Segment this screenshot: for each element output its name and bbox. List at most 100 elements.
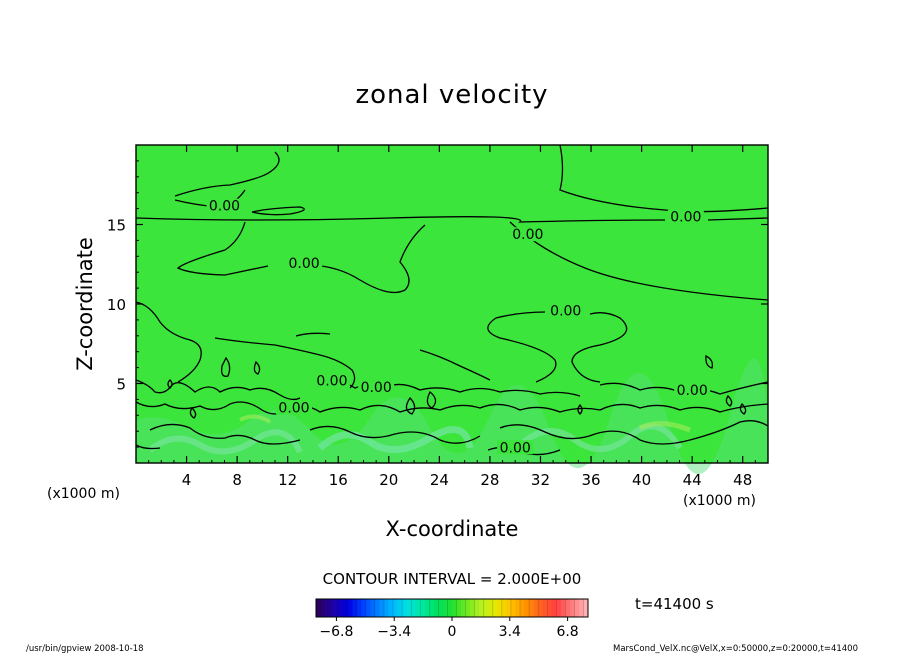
colorbar-cell: [442, 599, 448, 617]
x-tick-label: 36: [581, 471, 600, 489]
y-axis-ticks: 5 10 15: [107, 160, 768, 448]
contour-label: 0.00: [500, 440, 531, 456]
contour-label-bg: [509, 227, 546, 242]
colorbar: [316, 599, 589, 617]
contour-label-bg: [276, 400, 312, 415]
colorbar-tick-label: −6.8: [319, 624, 353, 640]
colorbar-cell: [397, 599, 403, 617]
contour-label: 0.00: [512, 227, 543, 243]
y-tick-label: 10: [107, 296, 126, 314]
colorbar-cell: [574, 599, 580, 617]
x-tick-label: 20: [379, 471, 398, 489]
y-tick-label: 5: [116, 376, 126, 394]
time-label: t=41400 s: [635, 595, 714, 613]
x-tick-label: 40: [632, 471, 651, 489]
colorbar-tick-label: −3.4: [377, 624, 411, 640]
colorbar-cell: [533, 599, 539, 617]
colorbar-cell: [438, 599, 444, 617]
contour-label: 0.00: [278, 401, 309, 417]
colorbar-cell: [343, 599, 349, 617]
colorbar-cell: [565, 599, 571, 617]
y-axis-unit: (x1000 m): [47, 486, 120, 502]
colorbar-tick-label: 6.8: [556, 624, 578, 640]
colorbar-cell: [388, 599, 394, 617]
colorbar-cell: [465, 599, 471, 617]
contour-label-bg: [286, 255, 323, 270]
contour-label: 0.00: [550, 304, 581, 320]
colorbar-cell: [501, 599, 507, 617]
chart-title: zonal velocity: [355, 80, 548, 110]
contour-label-bg: [206, 198, 243, 213]
colorbar-tick-label: 3.4: [499, 624, 521, 640]
colorbar-cell: [424, 599, 430, 617]
colorbar-cell: [456, 599, 462, 617]
contour-label-group: 0.00 0.00 0.00 0.00 0.00 0.00 0.00 0.00 0.00 0.00: [206, 198, 711, 456]
colorbar-cell: [334, 599, 339, 617]
colorbar-cell: [524, 599, 530, 617]
x-tick-label: 16: [329, 471, 348, 489]
colorbar-tick-label: 0: [448, 624, 457, 640]
contour-label-bg: [674, 383, 711, 398]
x-tick-label: 8: [232, 471, 242, 489]
colorbar-cell: [538, 599, 543, 617]
plot-area: 0.000.000.000.000.000.00 0.000.000.000.00…: [107, 144, 769, 489]
colorbar-cell: [560, 599, 566, 617]
contour-label-bg: [313, 373, 350, 388]
contour-label: 0.00: [209, 199, 240, 215]
colorbar-cell: [402, 599, 407, 617]
colorbar-cell: [393, 599, 398, 617]
colorbar-cell: [452, 599, 457, 617]
footer-right: MarsCond_VelX.nc@VelX,x=0:50000,z=0:2000…: [613, 644, 858, 654]
colorbar-cell: [356, 599, 362, 617]
y-axis-title: Z-coordinate: [73, 237, 97, 371]
colorbar-cell: [474, 599, 480, 617]
colorbar-cell: [547, 599, 553, 617]
colorbar-cell: [470, 599, 475, 617]
colorbar-ticks: −6.8 −3.4 0 3.4 6.8: [319, 617, 579, 640]
colorbar-cell: [379, 599, 385, 617]
colorbar-cell: [411, 599, 417, 617]
velocity-field: [136, 145, 768, 463]
contour-label-bg: [667, 209, 704, 224]
colorbar-cell: [578, 599, 584, 617]
colorbar-cell: [506, 599, 512, 617]
x-axis-title: X-coordinate: [386, 517, 519, 541]
colorbar-cell: [415, 599, 421, 617]
contour-interval-label: CONTOUR INTERVAL = 2.000E+00: [323, 570, 582, 588]
contour-label: 0.00: [677, 383, 708, 399]
colorbar-cell: [510, 599, 516, 617]
x-tick-label: 24: [430, 471, 449, 489]
colorbar-cell: [529, 599, 534, 617]
colorbar-cell: [569, 599, 575, 617]
contour-label: 0.00: [670, 210, 701, 226]
colorbar-cell: [374, 599, 380, 617]
x-tick-label: 48: [733, 471, 752, 489]
contour-label-bg: [497, 440, 534, 455]
colorbar-cell: [447, 599, 453, 617]
colorbar-cell: [551, 599, 557, 617]
footer-left: /usr/bin/gpview 2008-10-18: [26, 644, 144, 654]
colorbar-cell: [583, 599, 589, 617]
colorbar-cell: [420, 599, 426, 617]
contour-label: 0.00: [361, 380, 392, 396]
lower-layer-shading: [136, 358, 768, 475]
x-tick-label: 12: [278, 471, 297, 489]
colorbar-cell: [384, 599, 389, 617]
colorbar-cell: [365, 599, 371, 617]
contour-label: 0.00: [289, 256, 320, 272]
colorbar-cell: [433, 599, 439, 617]
colorbar-cell: [338, 599, 344, 617]
colorbar-cell: [483, 599, 489, 617]
x-tick-label: 4: [182, 471, 192, 489]
colorbar-cell: [488, 599, 494, 617]
colorbar-cell: [329, 599, 335, 617]
colorbar-cell: [325, 599, 330, 617]
x-tick-label: 44: [683, 471, 702, 489]
y-tick-label: 15: [107, 217, 126, 235]
contour-label-bg: [358, 379, 395, 394]
x-tick-label: 32: [531, 471, 550, 489]
colorbar-cell: [370, 599, 376, 617]
colorbar-cell: [497, 599, 503, 617]
colorbar-cell: [515, 599, 521, 617]
